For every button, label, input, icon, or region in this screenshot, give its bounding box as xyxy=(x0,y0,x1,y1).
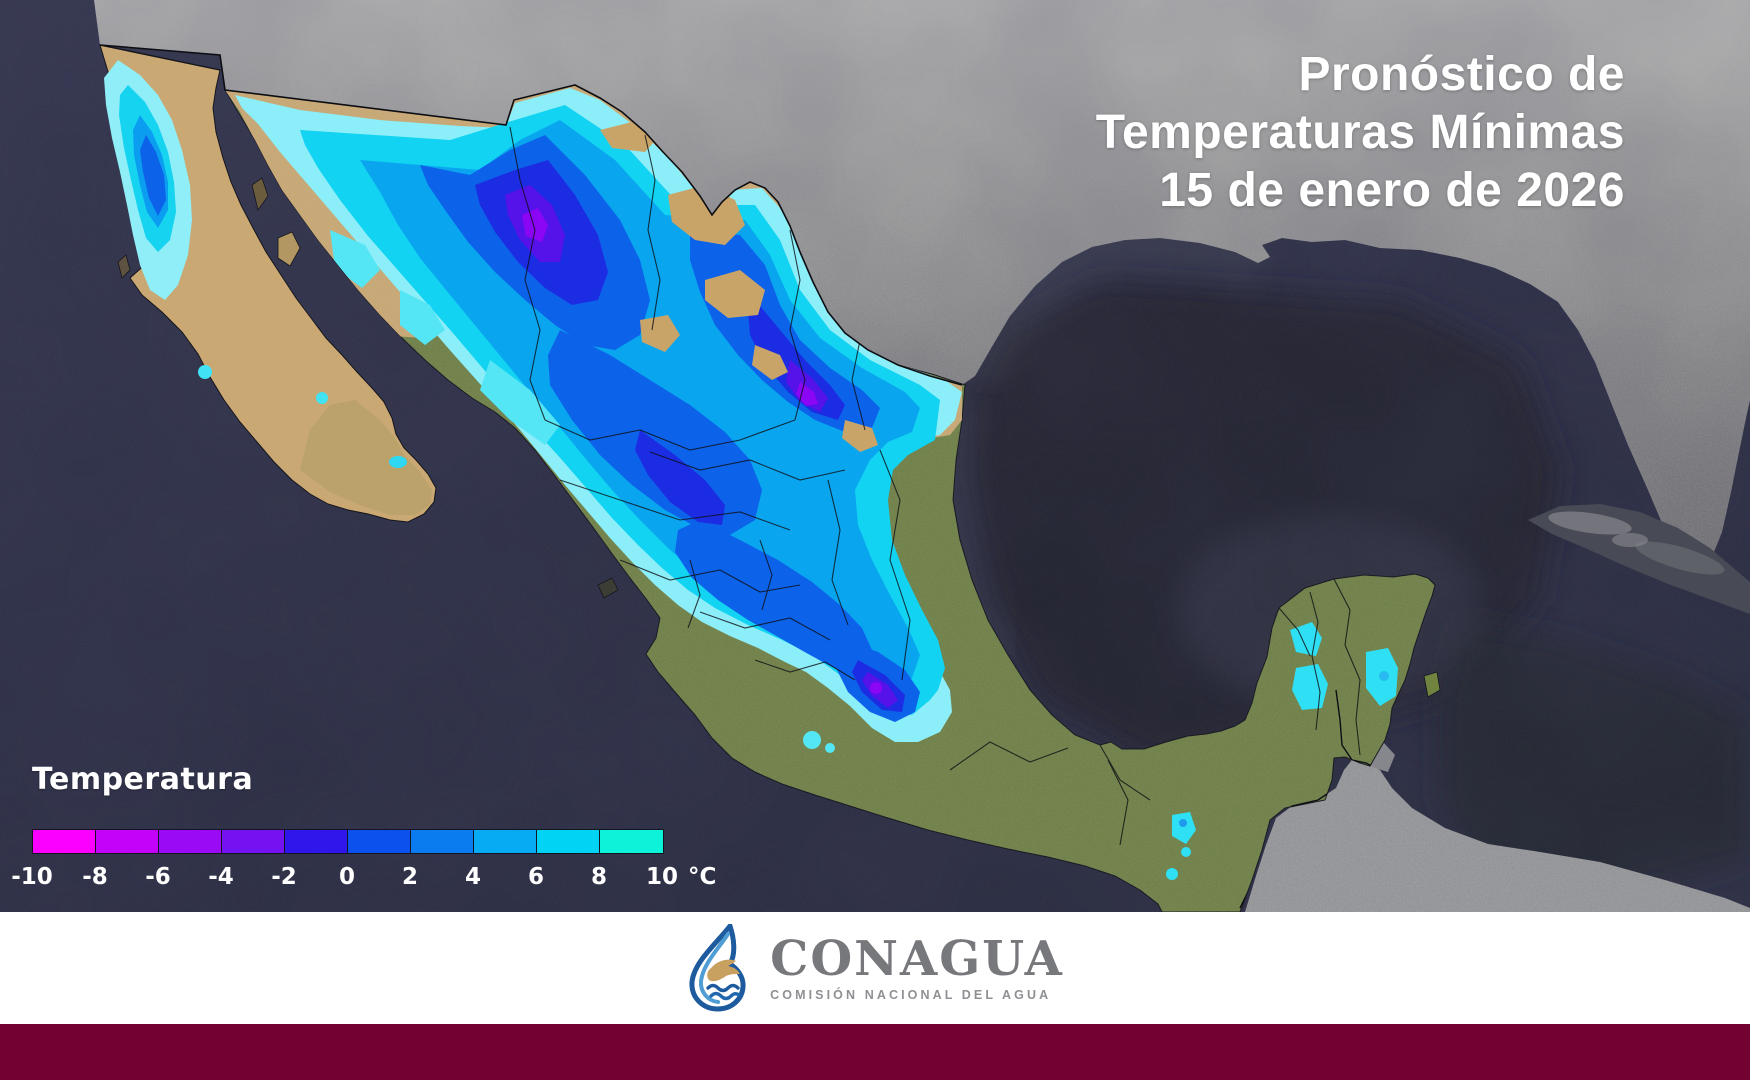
baja-california-peninsula xyxy=(99,44,437,523)
legend-tick-labels: -10 -8 -6 -4 -2 0 2 4 6 8 10 °C xyxy=(11,864,732,894)
legend-tick: 10 xyxy=(645,864,679,890)
us-landmass xyxy=(94,0,1750,574)
legend-tick: 8 xyxy=(590,864,608,890)
legend-color-cell xyxy=(348,830,411,853)
eagle-glyph xyxy=(707,959,741,982)
legend-tick: 4 xyxy=(464,864,482,890)
legend-tick: -2 xyxy=(271,864,297,890)
legend-color-cell xyxy=(159,830,222,853)
legend-unit: °C xyxy=(688,864,717,890)
baja-cold-patch-blue xyxy=(140,135,166,216)
conagua-tagline: COMISIÓN NACIONAL DEL AGUA xyxy=(770,987,1052,1002)
legend-tick: -4 xyxy=(208,864,234,890)
yucatan-azure-dot xyxy=(1379,671,1389,681)
legend-color-scale xyxy=(32,829,664,854)
us-mexico-border xyxy=(99,44,963,386)
title-line-3: 15 de enero de 2026 xyxy=(1159,164,1625,217)
conagua-wordmark: CONAGUA xyxy=(770,930,1064,987)
title-line-1: Pronóstico de xyxy=(1298,48,1625,101)
mexico-temperature-map xyxy=(0,0,1750,912)
title-line-2: Temperaturas Mínimas xyxy=(1095,106,1625,159)
legend-title: Temperatura xyxy=(32,762,254,797)
chiapas-blue-dot xyxy=(1179,819,1187,827)
legend-tick: -8 xyxy=(82,864,108,890)
legend-color-cell xyxy=(474,830,537,853)
legend-tick: -10 xyxy=(11,864,53,890)
temperature-legend: Temperatura -10 -8 -6 -4 -2 0 2 4 6 8 10 °C xyxy=(11,762,732,894)
legend-color-cell xyxy=(600,830,663,853)
legend-tick: 6 xyxy=(527,864,545,890)
temp-minus6-violet xyxy=(522,208,882,694)
islands xyxy=(117,177,1441,698)
map-title: Pronóstico de Temperaturas Mínimas 15 de… xyxy=(1096,46,1625,220)
legend-tick: 0 xyxy=(338,864,356,890)
conagua-brand: CONAGUA COMISIÓN NACIONAL DEL AGUA xyxy=(686,924,1064,1012)
bottom-accent-bar xyxy=(0,1024,1750,1080)
footer: CONAGUA COMISIÓN NACIONAL DEL AGUA xyxy=(0,912,1750,1024)
legend-color-cell xyxy=(222,830,285,853)
legend-tick: 2 xyxy=(401,864,419,890)
legend-color-cell xyxy=(537,830,600,853)
legend-color-cell xyxy=(96,830,159,853)
state-boundaries xyxy=(509,126,1361,846)
legend-color-cell xyxy=(411,830,474,853)
conagua-brand-text: CONAGUA COMISIÓN NACIONAL DEL AGUA xyxy=(770,935,1064,1002)
conagua-logo-icon xyxy=(689,924,746,1012)
cuba-landmass xyxy=(1528,504,1750,614)
legend-color-cell xyxy=(285,830,348,853)
legend-tick: -6 xyxy=(145,864,171,890)
map-area: Pronóstico de Temperaturas Mínimas 15 de… xyxy=(0,0,1750,912)
legend-color-cell xyxy=(33,830,96,853)
